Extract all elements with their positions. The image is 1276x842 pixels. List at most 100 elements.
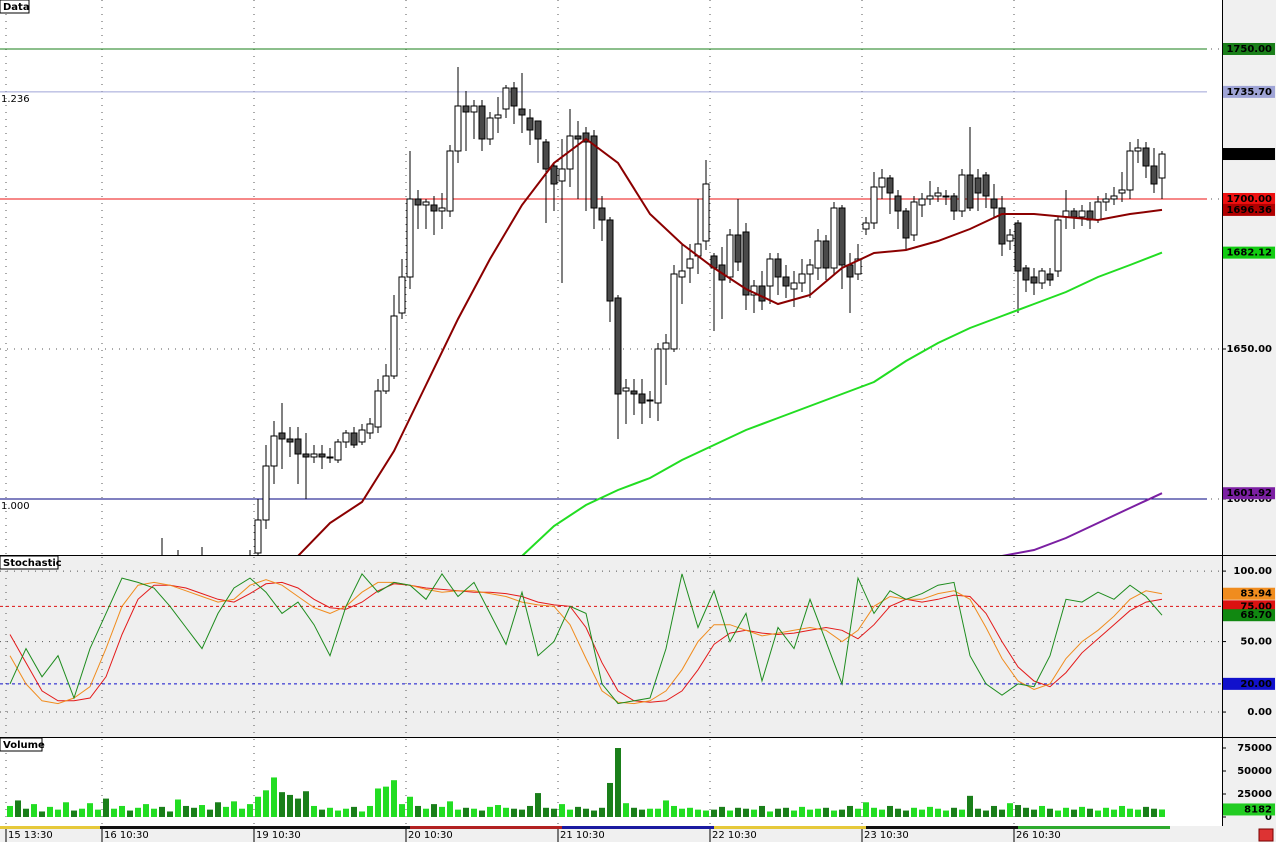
volume-bar (351, 806, 357, 817)
candle-body (790, 282, 798, 290)
candle-body (1134, 147, 1142, 152)
volume-bar (1135, 809, 1141, 817)
value-label: 83.94 (1240, 589, 1272, 600)
candle-body (414, 198, 422, 206)
session-strip (100, 826, 410, 829)
volume-bar (511, 808, 517, 817)
volume-bar (663, 800, 669, 817)
candle-body (798, 273, 806, 284)
stochastic-line (9, 573, 1163, 705)
candle-body (678, 270, 686, 278)
volume-bar (55, 809, 61, 817)
candle-body (782, 276, 790, 287)
candle-body (1070, 210, 1078, 218)
value-label-box (1223, 803, 1275, 816)
volume-bar (431, 804, 437, 817)
candle-body (1118, 189, 1126, 194)
volume-bar (647, 808, 653, 817)
volume-bar (1039, 805, 1045, 817)
session-strip (0, 826, 100, 829)
panel-plot: 1.236 1.000 (0, 0, 1222, 555)
moving-average-line (521, 251, 1163, 555)
volume-bar (567, 809, 573, 817)
candle-body (350, 432, 358, 446)
volume-bar (79, 808, 85, 817)
candle-body (758, 285, 766, 302)
volume-bar (615, 748, 621, 817)
volume-bar (31, 804, 37, 817)
candle-body (838, 207, 846, 266)
candle-body (518, 108, 526, 116)
candle-body (542, 141, 550, 170)
volume-bar (1023, 807, 1029, 817)
right-axis-panel (1222, 0, 1276, 826)
candle-body (302, 453, 310, 458)
volume-bar (919, 809, 925, 817)
value-label: 8182 (1244, 804, 1272, 815)
candle-body (534, 120, 542, 140)
candle-body (926, 195, 934, 200)
volume-bar (87, 803, 93, 817)
volume-bar (551, 808, 557, 817)
value-label: 1696.36 (1226, 205, 1272, 216)
candle-body (374, 390, 382, 428)
volume-bar (1071, 809, 1077, 817)
volume-bar (159, 806, 165, 817)
volume-bar (247, 804, 253, 817)
stochastic-line (9, 581, 1163, 703)
candle-body (1126, 150, 1134, 191)
x-tick-label: 21 10:30 (560, 830, 605, 841)
volume-bar (983, 810, 989, 817)
candle-body (430, 204, 438, 212)
candle-body (502, 87, 510, 110)
volume-bar (1031, 809, 1037, 817)
candle-body (894, 195, 902, 212)
scroll-button[interactable] (1258, 828, 1274, 842)
volume-bar (591, 810, 597, 817)
candle-body (486, 117, 494, 140)
volume-bar (959, 809, 965, 817)
session-strip (714, 826, 866, 829)
volume-bar (743, 808, 749, 817)
volume-bar (295, 798, 301, 817)
panel-title: Stochastic (3, 558, 62, 569)
candle-body (1014, 222, 1022, 272)
volume-bar (863, 802, 869, 817)
value-label-box (1223, 246, 1275, 259)
candle-body (334, 441, 342, 461)
value-label: 1682.12 (1226, 248, 1272, 259)
candle-body (726, 234, 734, 278)
value-label: 1601.92 (1226, 488, 1272, 499)
candle-body (1094, 201, 1102, 221)
volume-bar (279, 792, 285, 817)
candle-body (1150, 165, 1158, 185)
x-tick-label: 16 10:30 (104, 830, 149, 841)
candle-body (494, 114, 502, 119)
volume-bar (911, 807, 917, 817)
volume-bar (559, 804, 565, 817)
candle-body (934, 192, 942, 197)
candle-body (358, 429, 366, 443)
volume-bar (63, 802, 69, 817)
candle-body (1046, 273, 1054, 281)
value-label-box (1223, 587, 1275, 600)
volume-bar (311, 805, 317, 817)
volume-bar (1159, 809, 1165, 817)
candle-body (846, 264, 854, 278)
volume-bar (687, 807, 693, 817)
candle-body (982, 174, 990, 197)
y-tick-label: 50.00 (1240, 637, 1272, 648)
volume-bar (119, 805, 125, 817)
volume-bar (879, 809, 885, 817)
volume-bar (319, 809, 325, 817)
volume-bar (423, 808, 429, 817)
volume-bar (1103, 807, 1109, 817)
y-tick-label: 75000 (1237, 743, 1272, 754)
level-tag: 1.000 (1, 501, 30, 512)
x-tick-label: 19 10:30 (256, 830, 301, 841)
candle-body (974, 177, 982, 194)
candle-body (886, 177, 894, 194)
volume-bar (71, 810, 77, 817)
candle-body (438, 207, 446, 212)
candle-body (550, 165, 558, 185)
